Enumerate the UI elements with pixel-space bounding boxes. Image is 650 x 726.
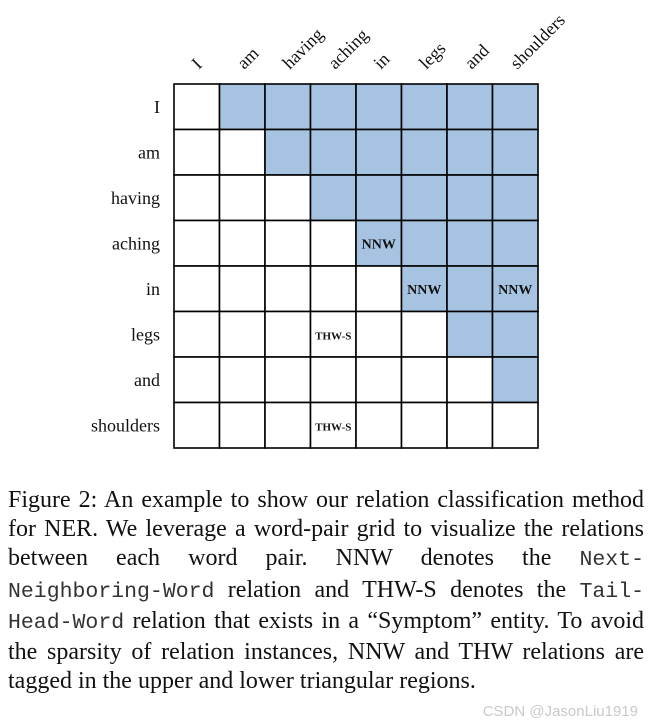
- grid-cell-upper: [264, 83, 312, 131]
- grid-cell-upper: [491, 174, 539, 222]
- row-label: aching: [112, 233, 160, 253]
- grid-cell-lower: [264, 310, 312, 358]
- grid-cell-upper: [491, 356, 539, 404]
- grid-cell-upper: [400, 83, 448, 131]
- caption-nnw-term: Next-Neighboring-Word: [8, 548, 644, 604]
- grid-cell-lower: [309, 219, 357, 267]
- caption-thw-term: Tail-Head-Word: [8, 579, 644, 635]
- row-label: legs: [131, 324, 160, 344]
- row-label: shoulders: [91, 415, 160, 435]
- grid-cell-upper: [218, 83, 266, 131]
- column-label: am: [233, 43, 263, 73]
- row-label: I: [154, 97, 160, 117]
- caption-text-part1: Figure 2: An example to show our relatio…: [8, 487, 644, 572]
- grid-cell-lower: [491, 401, 539, 449]
- grid-cell-lower: [173, 356, 221, 404]
- relation-tag: THW-S: [315, 330, 351, 342]
- grid-cell-upper: [355, 128, 403, 176]
- relation-tag: NNW: [407, 283, 441, 298]
- grid-cell-upper: [491, 219, 539, 267]
- grid-cell-lower: [173, 174, 221, 222]
- grid-cell-lower: [264, 174, 312, 222]
- grid-cell-upper: [446, 219, 494, 267]
- row-label: having: [111, 188, 160, 208]
- row-label: in: [146, 279, 160, 299]
- grid-cell-upper: [355, 219, 403, 267]
- grid-cell-lower: [400, 401, 448, 449]
- grid-cell-upper: [446, 265, 494, 313]
- grid-cell-lower: [218, 128, 266, 176]
- grid-cell-lower: [355, 310, 403, 358]
- caption-text-part2: relation and THW-S denotes the: [214, 576, 580, 603]
- column-label: legs: [415, 38, 450, 73]
- row-label: am: [138, 142, 160, 162]
- grid-cell-upper: [309, 174, 357, 222]
- grid-cell-lower: [264, 356, 312, 404]
- grid-cell-lower: [309, 265, 357, 313]
- grid-cell-upper: [355, 83, 403, 131]
- grid-cell-lower: [218, 310, 266, 358]
- grid-cell-upper: [446, 310, 494, 358]
- grid-cell-upper: [400, 174, 448, 222]
- column-label: aching: [324, 25, 372, 73]
- watermark: CSDN @JasonLiu1919: [482, 703, 638, 720]
- grid-cell-lower: [309, 401, 357, 449]
- column-label: and: [460, 40, 493, 73]
- row-label: and: [134, 370, 160, 390]
- grid-cell-lower: [264, 265, 312, 313]
- column-label: I: [187, 54, 205, 72]
- grid-cell-upper: [400, 219, 448, 267]
- grid-cell-upper: [355, 174, 403, 222]
- grid-cell-lower: [173, 310, 221, 358]
- grid-cell-lower: [218, 356, 266, 404]
- relation-tag: NNW: [362, 237, 396, 252]
- grid-cell-upper: [446, 83, 494, 131]
- grid-cell-lower: [173, 83, 221, 131]
- grid-cell-upper: [400, 128, 448, 176]
- grid-cell-upper: [491, 83, 539, 131]
- grid-cell-lower: [173, 219, 221, 267]
- relation-tag: NNW: [498, 283, 532, 298]
- grid-cell-upper: [309, 128, 357, 176]
- grid-cell-lower: [218, 219, 266, 267]
- grid-cell-lower: [264, 401, 312, 449]
- grid-cell-lower: [173, 401, 221, 449]
- grid-cell-lower: [264, 219, 312, 267]
- grid-cell-lower: [355, 265, 403, 313]
- grid-cell-upper: [309, 83, 357, 131]
- grid-cell-upper: [491, 128, 539, 176]
- figure-caption: Figure 2: An example to show our relatio…: [8, 486, 644, 696]
- column-label: shoulders: [506, 10, 569, 73]
- grid-cell-lower: [355, 356, 403, 404]
- grid-cell-lower: [173, 265, 221, 313]
- column-label: in: [369, 49, 393, 73]
- relation-tag: THW-S: [315, 421, 351, 433]
- grid-cell-lower: [218, 174, 266, 222]
- caption-text-part3: relation that exists in a “Symptom” enti…: [8, 607, 644, 695]
- grid-cell-lower: [400, 356, 448, 404]
- grid-cell-upper: [446, 128, 494, 176]
- grid-cell-lower: [309, 356, 357, 404]
- grid-cell-upper: [491, 310, 539, 358]
- grid-cell-lower: [218, 265, 266, 313]
- column-label: having: [278, 24, 327, 73]
- grid-cell-lower: [355, 401, 403, 449]
- grid-cell-lower: [446, 401, 494, 449]
- grid-cell-lower: [173, 128, 221, 176]
- grid-cell-upper: [264, 128, 312, 176]
- grid-cell-lower: [446, 356, 494, 404]
- grid-cell-lower: [218, 401, 266, 449]
- grid-cell-upper: [446, 174, 494, 222]
- grid-cell-lower: [400, 310, 448, 358]
